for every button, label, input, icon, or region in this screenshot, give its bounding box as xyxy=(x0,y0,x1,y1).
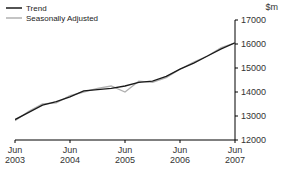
series-line xyxy=(15,43,235,120)
legend-label: Trend xyxy=(26,4,47,13)
legend-swatch xyxy=(6,7,22,9)
x-tick xyxy=(15,140,16,143)
plot-area xyxy=(15,43,235,121)
x-tick xyxy=(235,140,236,143)
y-tick-label: 17000 xyxy=(241,15,266,25)
y-tick-label: 12000 xyxy=(241,135,266,145)
series-line xyxy=(15,43,235,121)
x-tick xyxy=(70,140,71,143)
x-tick-label: Jun2004 xyxy=(60,145,80,165)
chart: 12000 13000 14000 15000 16000 17000 $m Jun2003 J… xyxy=(0,0,283,170)
x-tick-label: Jun2006 xyxy=(170,145,190,165)
x-tick xyxy=(125,140,126,143)
x-tick xyxy=(180,140,181,143)
legend-label: Seasonally Adjusted xyxy=(26,14,98,23)
y-tick-label: 13000 xyxy=(241,111,266,121)
y-axis-label: $m xyxy=(265,2,278,12)
legend: TrendSeasonally Adjusted xyxy=(6,4,98,23)
y-tick xyxy=(235,92,238,93)
y-tick xyxy=(235,116,238,117)
y-axis xyxy=(235,20,236,140)
x-tick-label: Jun2007 xyxy=(225,145,245,165)
y-tick xyxy=(235,68,238,69)
x-tick-label: Jun2005 xyxy=(115,145,135,165)
y-tick xyxy=(235,20,238,21)
y-tick-label: 15000 xyxy=(241,63,266,73)
y-tick-label: 16000 xyxy=(241,39,266,49)
x-tick-label: Jun2003 xyxy=(5,145,25,165)
y-tick xyxy=(235,44,238,45)
legend-swatch xyxy=(6,17,22,19)
y-tick-label: 14000 xyxy=(241,87,266,97)
